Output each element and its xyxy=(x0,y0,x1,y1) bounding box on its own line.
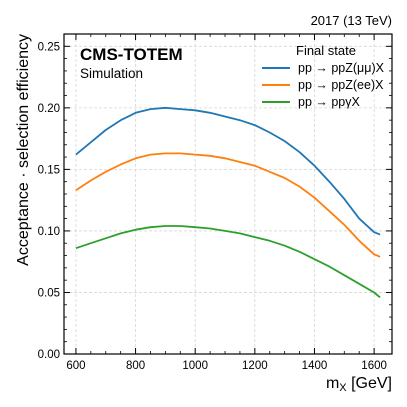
legend-title: Final state xyxy=(296,43,356,58)
y-tick-label: 0.05 xyxy=(38,287,60,299)
x-tick-label: 1000 xyxy=(182,360,208,372)
grid xyxy=(64,34,392,354)
top-right-label: 2017 (13 TeV) xyxy=(311,13,392,28)
y-tick-label: 0.25 xyxy=(38,41,60,53)
x-tick-label: 600 xyxy=(66,360,85,372)
x-tick-label: 1600 xyxy=(361,360,387,372)
series-line-3 xyxy=(75,225,381,299)
legend-label: pp → ppZ(μμ)X xyxy=(298,61,385,75)
y-axis-title: Acceptance · selection efficiency xyxy=(15,34,32,266)
x-tick-label: 1200 xyxy=(242,360,268,372)
experiment-label: CMS-TOTEM xyxy=(80,45,183,64)
y-tick-label: 0.20 xyxy=(38,103,60,115)
x-tick-label: 1400 xyxy=(302,360,328,372)
legend: Final state pp → ppZ(μμ)X pp → ppZ(ee)X pp… xyxy=(262,43,385,109)
series-layer xyxy=(75,106,381,299)
x-tick-label: 800 xyxy=(126,360,145,372)
legend-label: pp → ppZ(ee)X xyxy=(298,78,384,92)
y-tick-label: 0.15 xyxy=(38,164,60,176)
y-tick-label: 0.00 xyxy=(38,349,60,361)
legend-label: pp → ppγX xyxy=(298,95,361,109)
series-line-2 xyxy=(75,152,381,258)
axes-ticks: 600 800 1000 1200 1400 1600 0.00 0.05 0.10 0.15 0.… xyxy=(38,34,392,372)
experiment-sublabel: Simulation xyxy=(80,66,143,81)
y-tick-label: 0.10 xyxy=(38,226,60,238)
x-axis-title: mX [GeV] xyxy=(326,375,392,394)
series-line-1 xyxy=(75,106,381,236)
